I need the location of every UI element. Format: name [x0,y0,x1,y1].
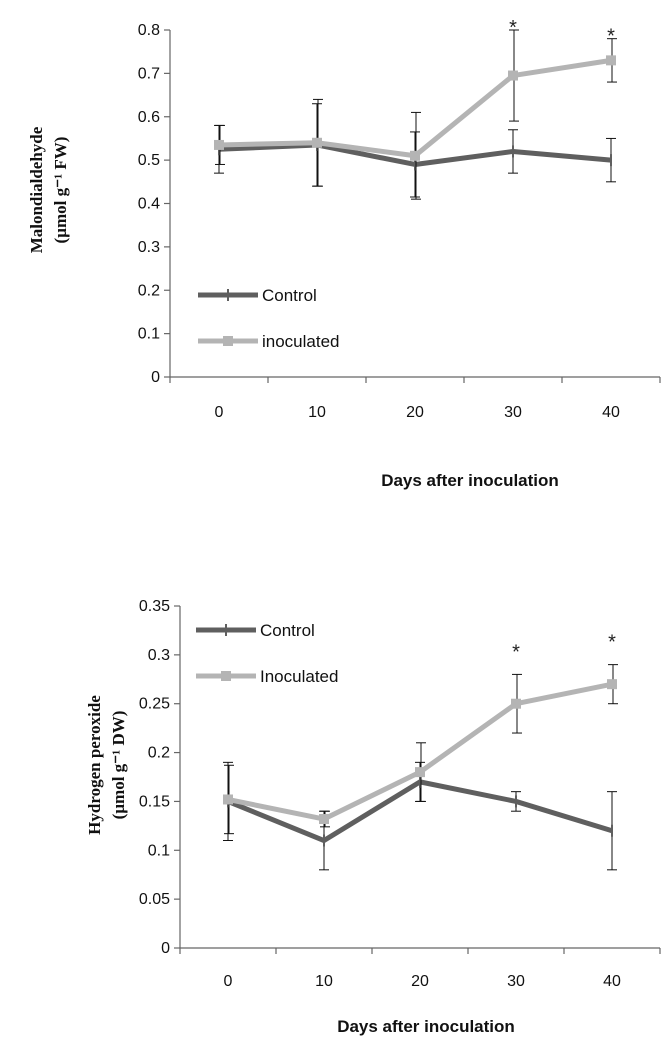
y-tick-label: 0.05 [139,891,170,908]
series-inoculated [214,29,617,200]
x-tick-label: 30 [507,973,525,990]
y-tick-label: 0.35 [139,598,170,615]
data-point-marker [606,55,616,66]
y-tick-label: 0.1 [148,842,170,859]
significance-star: * [607,26,615,48]
x-tick-label: 0 [224,973,233,990]
data-point-marker [312,137,322,148]
y-tick-label: 0.1 [138,326,160,343]
legend: Control Inoculated [196,621,338,686]
data-point-marker [607,679,617,690]
malondialdehyde-chart: Malondialdehyde (µmol g⁻¹ FW) Days after… [27,17,661,490]
y-tick-label: 0.3 [148,647,170,664]
y-tick-label: 0.2 [148,745,170,762]
significance-star: * [512,641,520,663]
x-axis-label: Days after inoculation [337,1017,515,1036]
x-tick-label: 20 [411,973,429,990]
legend-marker [223,336,233,346]
data-point-marker [319,814,329,825]
x-tick-label: 30 [504,404,522,421]
legend-label: Inoculated [260,667,338,686]
series-control [223,761,617,871]
significance-star: * [509,17,517,39]
x-tick-label: 40 [603,973,621,990]
y-axis-label-line1: Malondialdehyde [27,126,46,253]
data-point-marker [511,698,521,709]
legend-label: inoculated [262,332,340,351]
data-point-marker [508,70,518,81]
y-tick-label: 0.8 [138,22,160,39]
x-tick-label: 0 [215,404,224,421]
y-tick-label: 0.15 [139,793,170,810]
x-tick-label: 20 [406,404,424,421]
y-axis-label-line1: Hydrogen peroxide [85,695,104,835]
data-point-marker [214,139,224,150]
data-point-marker [223,794,233,805]
x-tick-label: 10 [308,404,326,421]
y-tick-label: 0 [151,369,160,386]
legend-marker [221,671,231,681]
data-point-marker [415,767,425,778]
x-tick-label: 40 [602,404,620,421]
legend-label: Control [260,621,315,640]
y-axis-label-line2: (µmol g⁻¹ DW) [109,711,128,820]
x-axis-label: Days after inoculation [381,471,559,490]
y-tick-label: 0 [161,940,170,957]
y-tick-label: 0.2 [138,282,160,299]
hydrogen-peroxide-chart: Hydrogen peroxide (µmol g⁻¹ DW) Days aft… [85,598,661,1036]
data-point-marker [410,150,420,161]
y-tick-label: 0.3 [138,239,160,256]
y-tick-label: 0.5 [138,152,160,169]
y-tick-label: 0.6 [138,109,160,126]
legend-label: Control [262,286,317,305]
series-control [214,103,616,198]
y-axis-label-line2: (µmol g⁻¹ FW) [51,137,70,244]
legend: Control inoculated [198,286,340,351]
y-tick-label: 0.7 [138,65,160,82]
x-tick-label: 10 [315,973,333,990]
y-tick-label: 0.4 [138,196,160,213]
significance-star: * [608,632,616,654]
series-inoculated [223,664,618,835]
y-tick-label: 0.25 [139,696,170,713]
